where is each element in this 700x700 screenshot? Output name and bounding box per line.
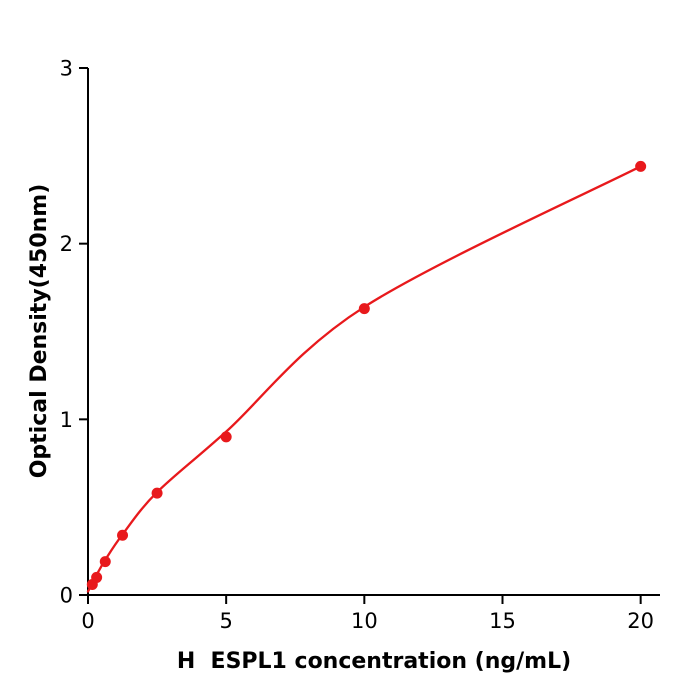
data-point <box>151 487 163 499</box>
y-axis-title: Optical Density(450nm) <box>27 184 52 479</box>
data-point <box>91 571 103 583</box>
data-point <box>117 529 129 541</box>
y-tick-label: 3 <box>60 57 73 81</box>
x-axis-title: H ESPL1 concentration (ng/mL) <box>177 649 571 674</box>
x-tick-label: 20 <box>627 609 654 633</box>
fit-curve-line <box>86 165 642 593</box>
y-tick-label: 1 <box>60 408 73 432</box>
x-tick-label: 10 <box>351 609 378 633</box>
y-tick-label: 2 <box>60 232 73 256</box>
data-point <box>99 556 111 568</box>
data-point <box>358 303 370 315</box>
y-tick-label: 0 <box>60 584 73 608</box>
x-tick-label: 15 <box>489 609 516 633</box>
data-point <box>220 431 232 443</box>
plot-area: 0 5 10 15 20 0 1 2 3 <box>60 57 660 633</box>
data-point <box>635 160 647 172</box>
x-tick-label: 0 <box>81 609 94 633</box>
x-tick-label: 5 <box>219 609 232 633</box>
